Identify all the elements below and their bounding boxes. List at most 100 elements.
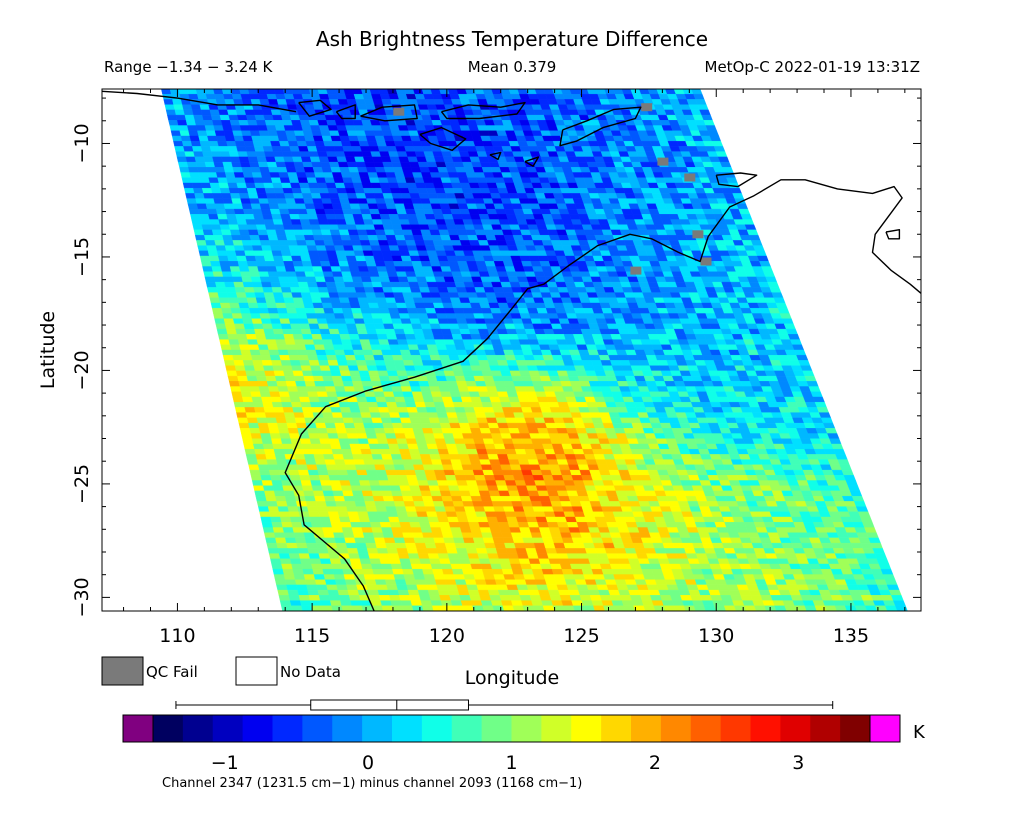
data-cell: [325, 464, 338, 471]
data-cell: [363, 219, 375, 225]
data-cell: [236, 412, 248, 419]
data-cell: [443, 308, 456, 314]
data-cell: [354, 187, 366, 194]
data-cell: [257, 381, 269, 387]
data-cell: [426, 313, 439, 319]
data-cell: [334, 459, 346, 465]
data-cell: [474, 475, 487, 481]
data-cell: [353, 422, 366, 429]
data-cell: [324, 276, 336, 283]
data-cell: [303, 412, 315, 419]
data-cell: [383, 135, 395, 142]
data-cell: [210, 224, 222, 231]
data-cell: [490, 339, 503, 345]
data-cell: [493, 506, 506, 512]
data-cell: [329, 161, 340, 168]
data-cell: [281, 182, 293, 189]
data-cell: [355, 224, 367, 231]
data-cell: [352, 417, 364, 424]
data-cell: [302, 449, 315, 455]
data-cell: [242, 208, 254, 215]
data-cell: [221, 89, 233, 95]
data-cell: [217, 292, 229, 298]
data-cell: [341, 412, 353, 419]
data-cell: [235, 292, 248, 298]
data-cell: [280, 396, 292, 403]
data-cell: [818, 412, 832, 419]
data-cell: [230, 193, 241, 199]
data-cell: [215, 323, 227, 330]
data-cell: [190, 177, 202, 184]
data-cell: [250, 99, 262, 105]
data-cell: [355, 130, 367, 137]
data-cell: [213, 125, 225, 132]
data-cell: [475, 412, 487, 419]
data-cell: [336, 287, 348, 293]
data-cell: [240, 198, 252, 205]
data-cell: [421, 391, 433, 398]
data-cell: [268, 428, 280, 434]
data-cell: [315, 146, 327, 152]
data-cell: [376, 234, 388, 241]
data-cell: [386, 438, 399, 445]
data-cell: [391, 193, 403, 199]
data-cell: [574, 365, 586, 372]
data-cell: [792, 344, 805, 351]
data-cell: [320, 229, 332, 236]
data-cell: [193, 151, 204, 158]
data-cell: [441, 208, 453, 215]
data-cell: [339, 334, 351, 340]
data-cell: [264, 151, 275, 158]
data-cell: [205, 93, 217, 100]
data-cell: [266, 381, 279, 387]
data-cell: [239, 89, 250, 95]
data-cell: [466, 449, 479, 455]
data-cell: [217, 334, 230, 340]
data-cell: [224, 323, 236, 330]
data-cell: [475, 480, 488, 486]
data-cell: [397, 480, 410, 486]
data-cell: [519, 433, 532, 439]
data-cell: [353, 93, 365, 100]
data-cell: [271, 323, 283, 330]
data-cell: [249, 130, 261, 137]
data-cell: [454, 344, 467, 351]
data-cell: [530, 407, 543, 413]
data-cell: [371, 156, 383, 163]
data-cell: [450, 328, 462, 335]
data-cell: [390, 417, 402, 424]
data-cell: [245, 454, 258, 460]
data-cell: [375, 506, 388, 512]
data-cell: [400, 287, 412, 293]
data-cell: [299, 182, 310, 189]
data-cell: [370, 485, 382, 492]
data-cell: [556, 490, 569, 497]
data-cell: [435, 219, 447, 225]
data-cell: [333, 208, 345, 215]
data-cell: [400, 386, 413, 392]
data-cell: [352, 245, 364, 252]
data-cell: [476, 386, 489, 392]
data-cell: [404, 146, 416, 152]
data-cell: [246, 187, 258, 194]
data-cell: [258, 234, 270, 241]
data-cell: [485, 449, 498, 455]
data-cell: [341, 271, 353, 278]
data-cell: [463, 438, 476, 445]
data-cell: [359, 480, 371, 486]
data-cell: [423, 365, 435, 372]
data-cell: [230, 156, 241, 163]
data-cell: [395, 334, 407, 340]
data-cell: [275, 93, 287, 100]
data-cell: [599, 443, 612, 450]
data-cell: [259, 391, 272, 398]
data-cell: [450, 151, 462, 158]
data-cell: [329, 130, 340, 137]
data-cell: [242, 172, 254, 178]
data-cell: [563, 391, 576, 398]
data-cell: [428, 417, 441, 424]
data-cell: [534, 449, 546, 455]
data-cell: [317, 433, 330, 439]
data-cell: [268, 240, 280, 246]
data-cell: [334, 89, 346, 95]
